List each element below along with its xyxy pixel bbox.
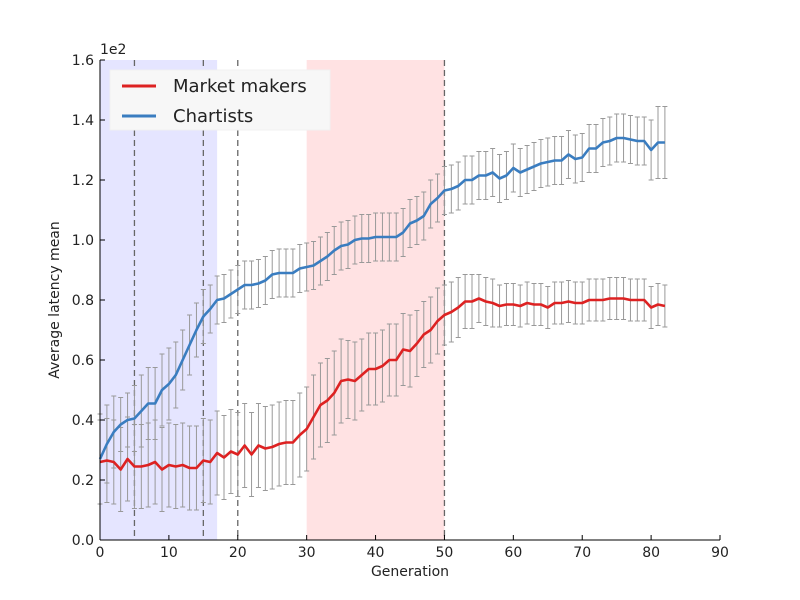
y-axis-label: Average latency mean [47,221,63,379]
x-tick-label: 90 [711,545,729,561]
x-tick-label: 40 [367,545,385,561]
x-tick-label: 80 [642,545,660,561]
x-tick-label: 20 [229,545,247,561]
y-tick-label: 1.4 [72,113,94,129]
ticks: 0 10 20 30 40 50 60 70 80 90 0.0 0.2 0.4 0.6 0.8 1.0 1.2… [72,53,729,561]
y-tick-label: 0.0 [72,533,94,549]
shaded-regions [100,60,445,540]
x-axis-label: Generation [371,564,449,580]
legend-label-1: Chartists [173,106,253,127]
y-tick-label: 0.6 [72,353,94,369]
x-tick-label: 0 [96,545,105,561]
series-line-1 [98,136,665,460]
x-tick-label: 10 [160,545,178,561]
series-line-0 [99,297,666,471]
y-tick-label: 1.2 [72,173,94,189]
y-tick-label: 0.2 [72,473,94,489]
series-lines [98,136,666,471]
legend-box [109,69,331,131]
x-tick-label: 50 [436,545,454,561]
x-tick-label: 60 [504,545,522,561]
x-tick-label: 30 [298,545,316,561]
y-axis-scale-label: 1e2 [100,42,126,58]
x-tick-label: 70 [573,545,591,561]
y-tick-label: 1.0 [72,233,94,249]
legend: Market makers Chartists [109,69,331,131]
y-tick-label: 0.4 [72,413,94,429]
legend-label-0: Market makers [173,76,307,97]
y-tick-label: 1.6 [72,53,94,69]
shaded-region-0 [100,60,218,540]
y-tick-label: 0.8 [72,293,94,309]
shaded-region-1 [306,60,445,540]
